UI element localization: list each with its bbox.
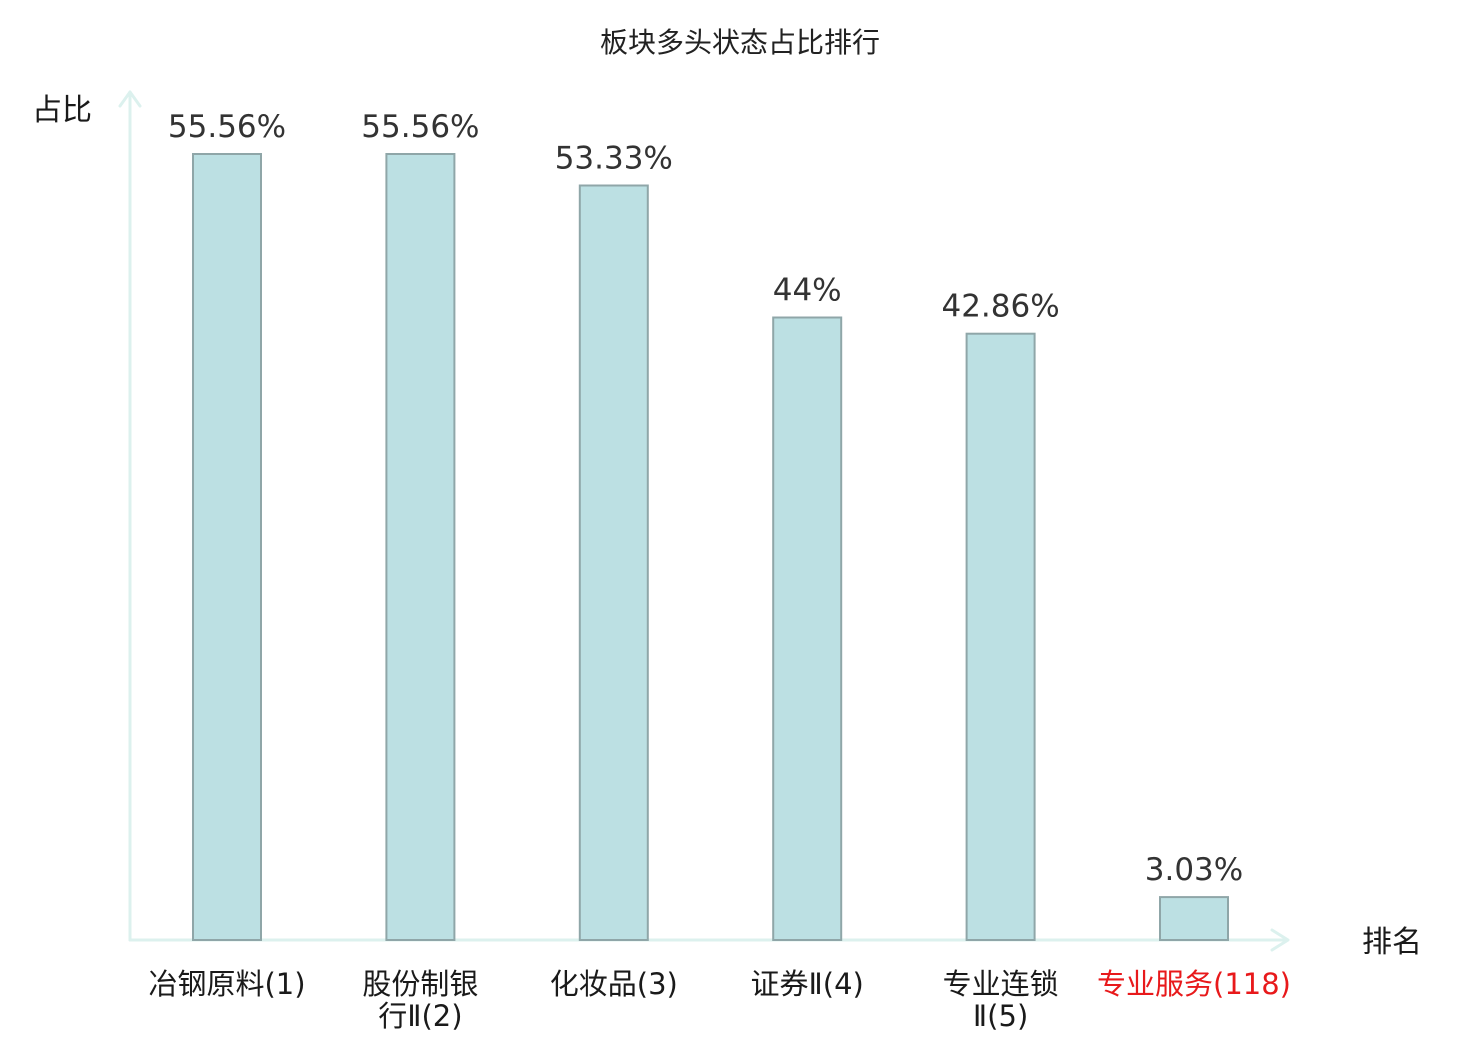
bar	[192, 153, 262, 941]
category-label-line: 化妆品(3)	[550, 967, 678, 1001]
value-label: 53.33%	[555, 141, 673, 177]
category-label-line: 冶钢原料(1)	[148, 967, 305, 1001]
bar	[965, 332, 1036, 941]
value-label: 42.86%	[941, 289, 1059, 325]
category-label-group: 冶钢原料(1) 股份制银行Ⅱ(2) 化妆品(3) 证券Ⅱ(4) 专业连锁 Ⅱ(5) 专业服务…	[148, 967, 1291, 1033]
x-axis-label: 排名	[1362, 925, 1422, 960]
chart-title: 板块多头状态占比排行	[600, 26, 880, 59]
category-label-line: 专业服务(118)	[1097, 967, 1291, 1001]
value-label: 44%	[773, 273, 842, 309]
category-label: 化妆品(3)	[550, 967, 678, 1001]
y-axis-arrow-icon	[118, 90, 142, 108]
bar-group	[192, 153, 1229, 941]
x-axis-arrow-icon	[1270, 928, 1290, 952]
value-label: 55.56%	[361, 109, 479, 145]
category-label: 冶钢原料(1)	[148, 967, 305, 1001]
value-label: 3.03%	[1145, 852, 1243, 888]
y-axis: 占比	[32, 90, 142, 942]
category-label: 专业连锁 Ⅱ(5)	[943, 967, 1059, 1033]
bar	[772, 316, 843, 941]
category-label-line: Ⅱ(5)	[973, 999, 1028, 1033]
category-label-line: 证券Ⅱ(4)	[751, 967, 864, 1001]
category-label: 证券Ⅱ(4)	[751, 967, 864, 1001]
category-label-line: 专业连锁	[943, 967, 1059, 1001]
value-label-group: 55.56% 55.56% 53.33% 44% 42.86% 3.03%	[168, 109, 1243, 888]
bar	[385, 153, 456, 941]
x-axis: 排名	[128, 925, 1422, 960]
y-axis-label: 占比	[32, 93, 92, 128]
bar	[578, 184, 649, 941]
category-label: 股份制银行Ⅱ(2)	[362, 967, 478, 1033]
value-label: 55.56%	[168, 109, 286, 145]
category-label: 专业服务(118)	[1097, 967, 1291, 1001]
category-label-line: 行Ⅱ(2)	[378, 999, 462, 1033]
bar	[1159, 896, 1229, 941]
category-label-line: 股份制银	[362, 967, 478, 1001]
